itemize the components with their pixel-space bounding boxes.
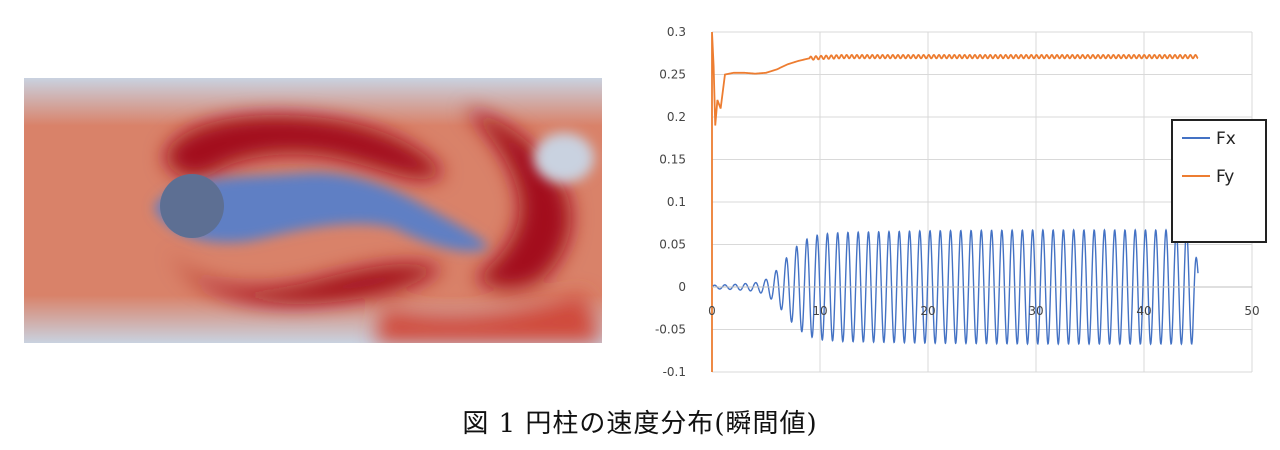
y-tick-label: 0.3 — [667, 25, 686, 39]
velocity-field-plot — [24, 78, 602, 343]
x-tick-label: 0 — [708, 304, 716, 318]
y-tick-label: 0 — [678, 280, 686, 294]
legend-box — [1171, 119, 1267, 243]
legend-label-fy: Fy — [1216, 167, 1234, 187]
lower-vortex-region — [169, 248, 444, 305]
lower-right-region — [374, 293, 602, 343]
y-tick-label: 0.25 — [659, 68, 686, 82]
downstream-vortex-region — [464, 108, 572, 290]
force-chart: 0.3 0.25 0.2 0.15 0.1 0.05 0 -0.05 -0.1 0 10 20 30 40… — [640, 18, 1280, 390]
series-fx-line — [711, 228, 1199, 346]
figure-caption: 図 1 円柱の速度分布(瞬間値) — [462, 409, 818, 439]
chart-legend: Fx Fy — [1171, 119, 1267, 243]
y-tick-label: 0.05 — [659, 238, 686, 252]
x-tick-label: 50 — [1244, 304, 1259, 318]
chart-axes: 0.3 0.25 0.2 0.15 0.1 0.05 0 -0.05 -0.1 0 10 20 30 40… — [655, 25, 1260, 379]
velocity-field-image — [24, 78, 602, 343]
y-tick-label: -0.1 — [663, 365, 686, 379]
x-tick-label: 30 — [1028, 304, 1043, 318]
wake-region — [154, 172, 489, 252]
legend-label-fx: Fx — [1216, 129, 1236, 149]
upper-vortex-region — [164, 114, 444, 180]
right-low-velocity-spot — [534, 133, 594, 183]
series-fy-line — [711, 31, 1199, 372]
cylinder — [160, 174, 224, 238]
y-tick-label: -0.05 — [655, 323, 686, 337]
y-tick-label: 0.1 — [667, 195, 686, 209]
y-tick-label: 0.15 — [659, 153, 686, 167]
y-tick-label: 0.2 — [667, 110, 686, 124]
force-chart-svg: 0.3 0.25 0.2 0.15 0.1 0.05 0 -0.05 -0.1 0 10 20 30 40… — [640, 18, 1280, 390]
x-tick-label: 20 — [920, 304, 935, 318]
x-tick-label: 40 — [1136, 304, 1151, 318]
chart-series — [711, 31, 1199, 372]
x-tick-label: 10 — [812, 304, 827, 318]
